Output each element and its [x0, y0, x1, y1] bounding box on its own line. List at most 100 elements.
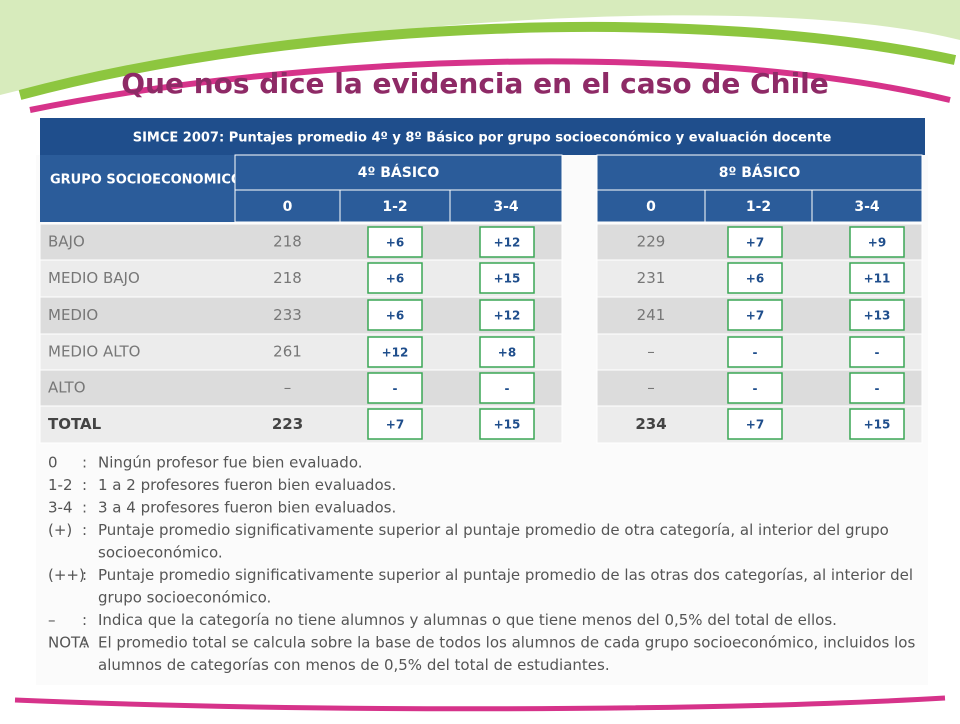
cell: 218	[273, 233, 302, 251]
column-header: 0	[283, 199, 293, 215]
legend-key: 3-4	[48, 499, 73, 517]
diff-value: +15	[494, 418, 521, 432]
diff-box	[367, 336, 423, 368]
legend-sep: :	[82, 454, 87, 472]
cell: –	[647, 343, 655, 361]
diff-box	[849, 372, 905, 404]
cell: –	[284, 379, 292, 397]
decor	[14, 695, 946, 712]
row-label: MEDIO ALTO	[48, 343, 141, 361]
legend-sep: :	[82, 499, 87, 517]
diff-box	[849, 408, 905, 440]
diff-value: -	[393, 382, 398, 396]
legend-text: Puntaje promedio significativamente supe…	[98, 521, 889, 539]
diff-box	[727, 262, 783, 294]
diff-box	[479, 372, 535, 404]
cell: 223	[272, 415, 303, 433]
cell: 261	[273, 343, 302, 361]
diff-value: +15	[494, 272, 521, 286]
row-label: MEDIO	[48, 306, 98, 324]
block-title: 8º BÁSICO	[719, 164, 801, 181]
column-header: 0	[646, 199, 656, 215]
legend-sep: :	[82, 566, 87, 584]
header-cell	[234, 189, 341, 223]
diff-box	[367, 226, 423, 258]
diff-box	[479, 336, 535, 368]
diff-value: -	[875, 346, 880, 360]
legend-sep: :	[82, 476, 87, 494]
legend-text: El promedio total se calcula sobre la ba…	[98, 634, 915, 652]
diff-value: -	[505, 382, 510, 396]
column-header: 1-2	[382, 199, 407, 215]
diff-value: +13	[864, 309, 891, 323]
legend-text: 3 a 4 profesores fueron bien evaluados.	[98, 499, 396, 517]
legend-sep: :	[82, 611, 87, 629]
diff-value: +6	[386, 309, 404, 323]
diff-value: +6	[746, 272, 764, 286]
legend-text: Indica que la categoría no tiene alumnos…	[98, 611, 837, 629]
row-label: TOTAL	[48, 415, 102, 433]
legend-text: Ningún profesor fue bien evaluado.	[98, 454, 363, 472]
cell: 234	[635, 415, 666, 433]
diff-value: +6	[386, 236, 404, 250]
row-bg	[39, 333, 563, 371]
header-cell	[704, 189, 813, 223]
legend-text: Puntaje promedio significativamente supe…	[98, 566, 913, 584]
decor	[0, 0, 960, 95]
diff-box	[849, 226, 905, 258]
legend-sep: :	[82, 634, 87, 652]
diff-box	[849, 262, 905, 294]
diff-box	[727, 372, 783, 404]
diff-box	[727, 226, 783, 258]
header-cell	[596, 189, 706, 223]
diff-value: +6	[386, 272, 404, 286]
diff-value: +15	[864, 418, 891, 432]
group-header: GRUPO SOCIOECONOMICO	[50, 173, 242, 188]
title: Que nos dice la evidencia en el caso de …	[121, 67, 829, 100]
diff-value: +12	[494, 309, 521, 323]
column-header: 1-2	[746, 199, 771, 215]
cell: 218	[273, 269, 302, 287]
diff-box	[479, 299, 535, 331]
diff-box	[367, 408, 423, 440]
row-label: MEDIO BAJO	[48, 269, 140, 287]
legend-key: NOTA	[48, 634, 90, 652]
header-cell	[40, 155, 235, 222]
diff-value: +7	[386, 418, 404, 432]
diff-box	[727, 299, 783, 331]
diff-value: -	[875, 382, 880, 396]
diff-box	[849, 336, 905, 368]
legend-key: 0	[48, 454, 58, 472]
header-cell	[811, 189, 923, 223]
diff-value: +12	[494, 236, 521, 250]
row-bg	[39, 296, 563, 335]
diff-value: +7	[746, 309, 764, 323]
diff-value: +8	[498, 346, 516, 360]
banner-text: SIMCE 2007: Puntajes promedio 4º y 8º Bá…	[133, 131, 832, 146]
legend-sep: :	[82, 521, 87, 539]
row-label: ALTO	[48, 379, 86, 397]
diff-box	[479, 408, 535, 440]
diff-box	[479, 262, 535, 294]
cell: 229	[637, 233, 666, 251]
row-bg	[39, 369, 563, 407]
legend-key: 1-2	[48, 476, 73, 494]
legend-text: socioeconómico.	[98, 544, 223, 562]
diff-box	[367, 299, 423, 331]
diff-box	[849, 299, 905, 331]
decor	[18, 21, 957, 100]
diff-value: -	[753, 346, 758, 360]
header-cell	[234, 154, 563, 191]
row-bg	[39, 259, 563, 298]
cell: 241	[637, 306, 666, 324]
row-label: BAJO	[48, 233, 85, 251]
cell: –	[647, 379, 655, 397]
legend-text: grupo socioeconómico.	[98, 589, 271, 607]
header-cell	[449, 189, 563, 223]
row-bg	[39, 405, 563, 444]
decor	[29, 58, 951, 113]
diff-value: +11	[864, 272, 891, 286]
cell: 233	[273, 306, 302, 324]
diff-box	[727, 408, 783, 440]
